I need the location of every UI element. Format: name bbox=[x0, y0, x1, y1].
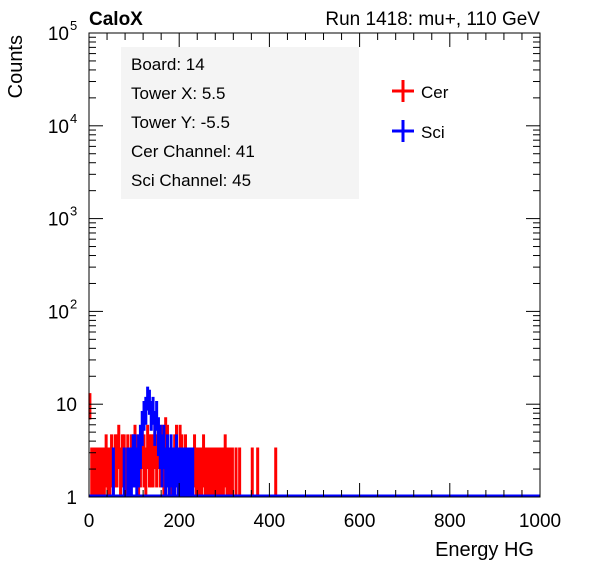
histogram-bin bbox=[117, 424, 121, 470]
info-sci-channel: Sci Channel: 45 bbox=[131, 171, 251, 190]
histogram-bin bbox=[230, 447, 234, 497]
info-box-background bbox=[121, 47, 359, 199]
histogram-bin bbox=[147, 389, 151, 415]
x-tick-label: 0 bbox=[84, 511, 95, 532]
info-cer-channel: Cer Channel: 41 bbox=[131, 142, 255, 161]
y-tick-base: 1 bbox=[66, 488, 77, 509]
histogram-bin bbox=[111, 447, 115, 497]
info-board: Board: 14 bbox=[131, 55, 205, 74]
run-label: Run 1418: mu+, 110 GeV bbox=[325, 9, 540, 30]
histogram-bin bbox=[191, 447, 195, 497]
histogram-bin bbox=[155, 400, 159, 431]
histogram-bin bbox=[256, 447, 260, 497]
histogram-bin bbox=[122, 447, 126, 497]
histogram-bin bbox=[162, 424, 166, 470]
plot-frame bbox=[88, 32, 541, 498]
y-tick-label: 10 4 bbox=[48, 111, 77, 138]
legend: Cer Sci bbox=[392, 80, 449, 142]
y-tick-label: 1 bbox=[66, 488, 77, 509]
histogram-bin bbox=[274, 447, 278, 497]
x-axis-title: Energy HG bbox=[435, 539, 534, 561]
histogram-bin bbox=[238, 447, 242, 497]
histogram-series bbox=[88, 386, 540, 498]
histogram-bin bbox=[234, 447, 238, 497]
info-box: Board: 14 Tower X: 5.5 Tower Y: -5.5 Cer… bbox=[121, 47, 359, 199]
legend-marker-sci bbox=[392, 120, 414, 142]
y-tick-base: 10 bbox=[48, 117, 69, 138]
y-tick-exponent: 4 bbox=[70, 111, 77, 126]
legend-marker-cer bbox=[392, 80, 414, 102]
y-tick-base: 10 bbox=[48, 302, 69, 323]
y-tick-base: 10 bbox=[56, 395, 77, 416]
y-tick-exponent: 5 bbox=[70, 18, 77, 33]
legend-label-sci: Sci bbox=[421, 123, 445, 142]
y-tick-label: 10 2 bbox=[48, 296, 77, 323]
y-axis-title: Counts bbox=[5, 35, 27, 98]
info-tower-x: Tower X: 5.5 bbox=[131, 84, 226, 103]
legend-label-cer: Cer bbox=[421, 83, 449, 102]
x-tick-label: 800 bbox=[434, 511, 466, 532]
histogram-bin bbox=[250, 447, 254, 497]
x-tick-label: 600 bbox=[344, 511, 376, 532]
y-tick-base: 10 bbox=[48, 210, 69, 231]
y-tick-label: 10 5 bbox=[48, 18, 77, 45]
x-tick-label: 400 bbox=[254, 511, 286, 532]
x-tick-label: 1000 bbox=[519, 511, 561, 532]
info-tower-y: Tower Y: -5.5 bbox=[131, 113, 230, 132]
y-tick-exponent: 3 bbox=[70, 204, 77, 219]
histogram-bin bbox=[151, 396, 155, 425]
y-tick-label: 10 3 bbox=[48, 204, 77, 231]
y-tick-exponent: 2 bbox=[70, 296, 77, 311]
series-sci bbox=[89, 386, 540, 498]
y-tick-label: 10 bbox=[56, 395, 77, 416]
brand-label: CaloX bbox=[89, 9, 143, 30]
x-tick-label: 200 bbox=[163, 511, 195, 532]
y-tick-base: 10 bbox=[48, 24, 69, 45]
